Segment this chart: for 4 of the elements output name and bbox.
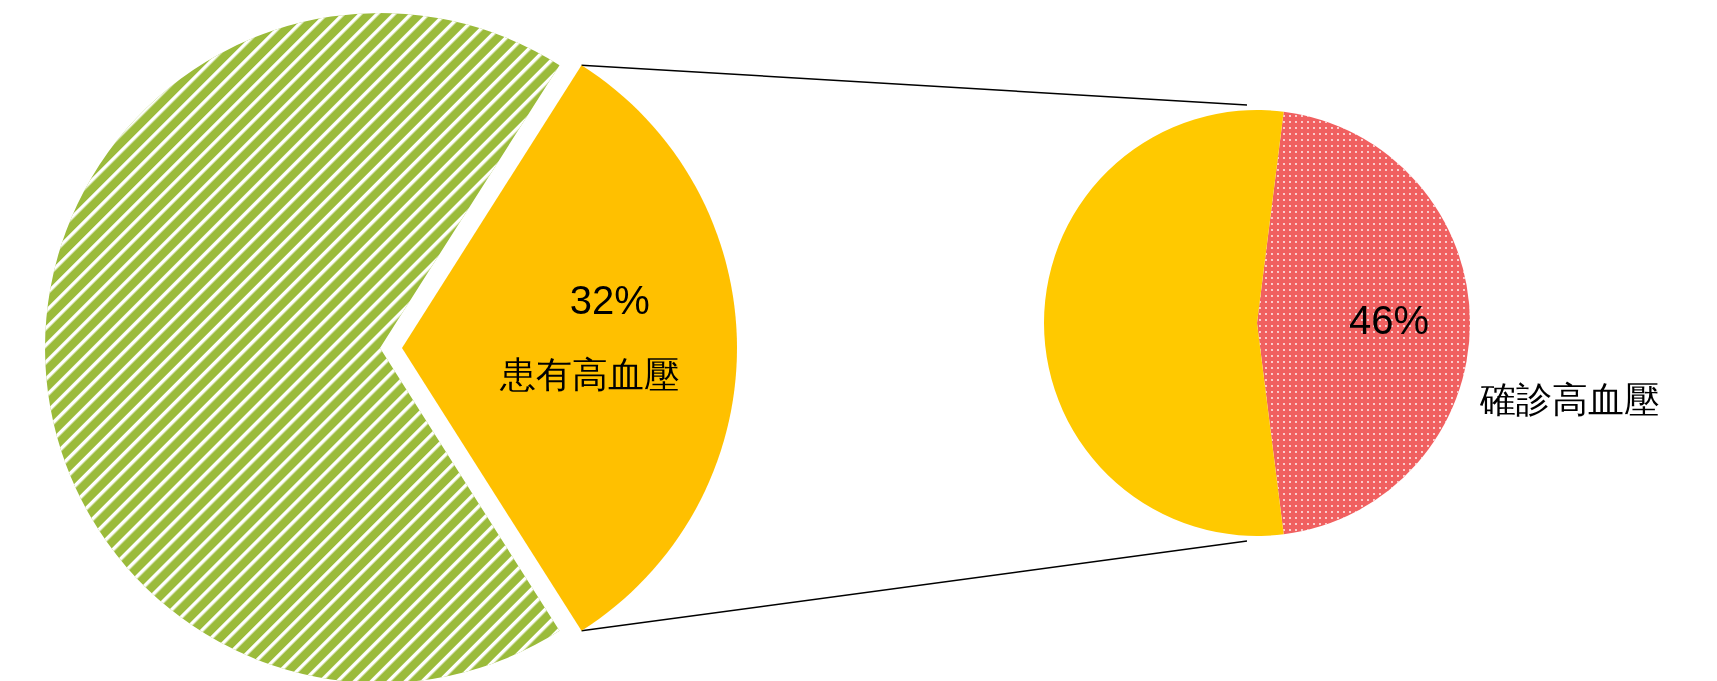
data-label: 32% bbox=[569, 277, 650, 322]
slice-label: 患有高血壓 bbox=[498, 354, 680, 395]
slice-label: 確診高血壓 bbox=[1479, 379, 1660, 420]
data-label: 46% bbox=[1349, 297, 1430, 342]
